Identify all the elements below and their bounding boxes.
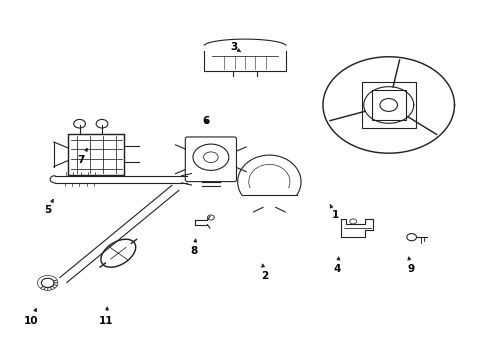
Text: 11: 11 bbox=[99, 307, 113, 326]
Bar bbox=[69, 134, 124, 175]
Bar bbox=[362, 82, 416, 128]
Text: 1: 1 bbox=[330, 205, 339, 220]
Bar bbox=[372, 90, 406, 120]
Text: 10: 10 bbox=[24, 309, 38, 326]
Text: 6: 6 bbox=[202, 116, 210, 126]
Text: 9: 9 bbox=[407, 257, 414, 274]
Text: 7: 7 bbox=[77, 148, 87, 165]
Text: 2: 2 bbox=[261, 264, 268, 281]
Text: 8: 8 bbox=[190, 239, 197, 256]
Text: 3: 3 bbox=[231, 42, 241, 53]
Text: 4: 4 bbox=[334, 257, 341, 274]
Text: 5: 5 bbox=[44, 199, 53, 215]
